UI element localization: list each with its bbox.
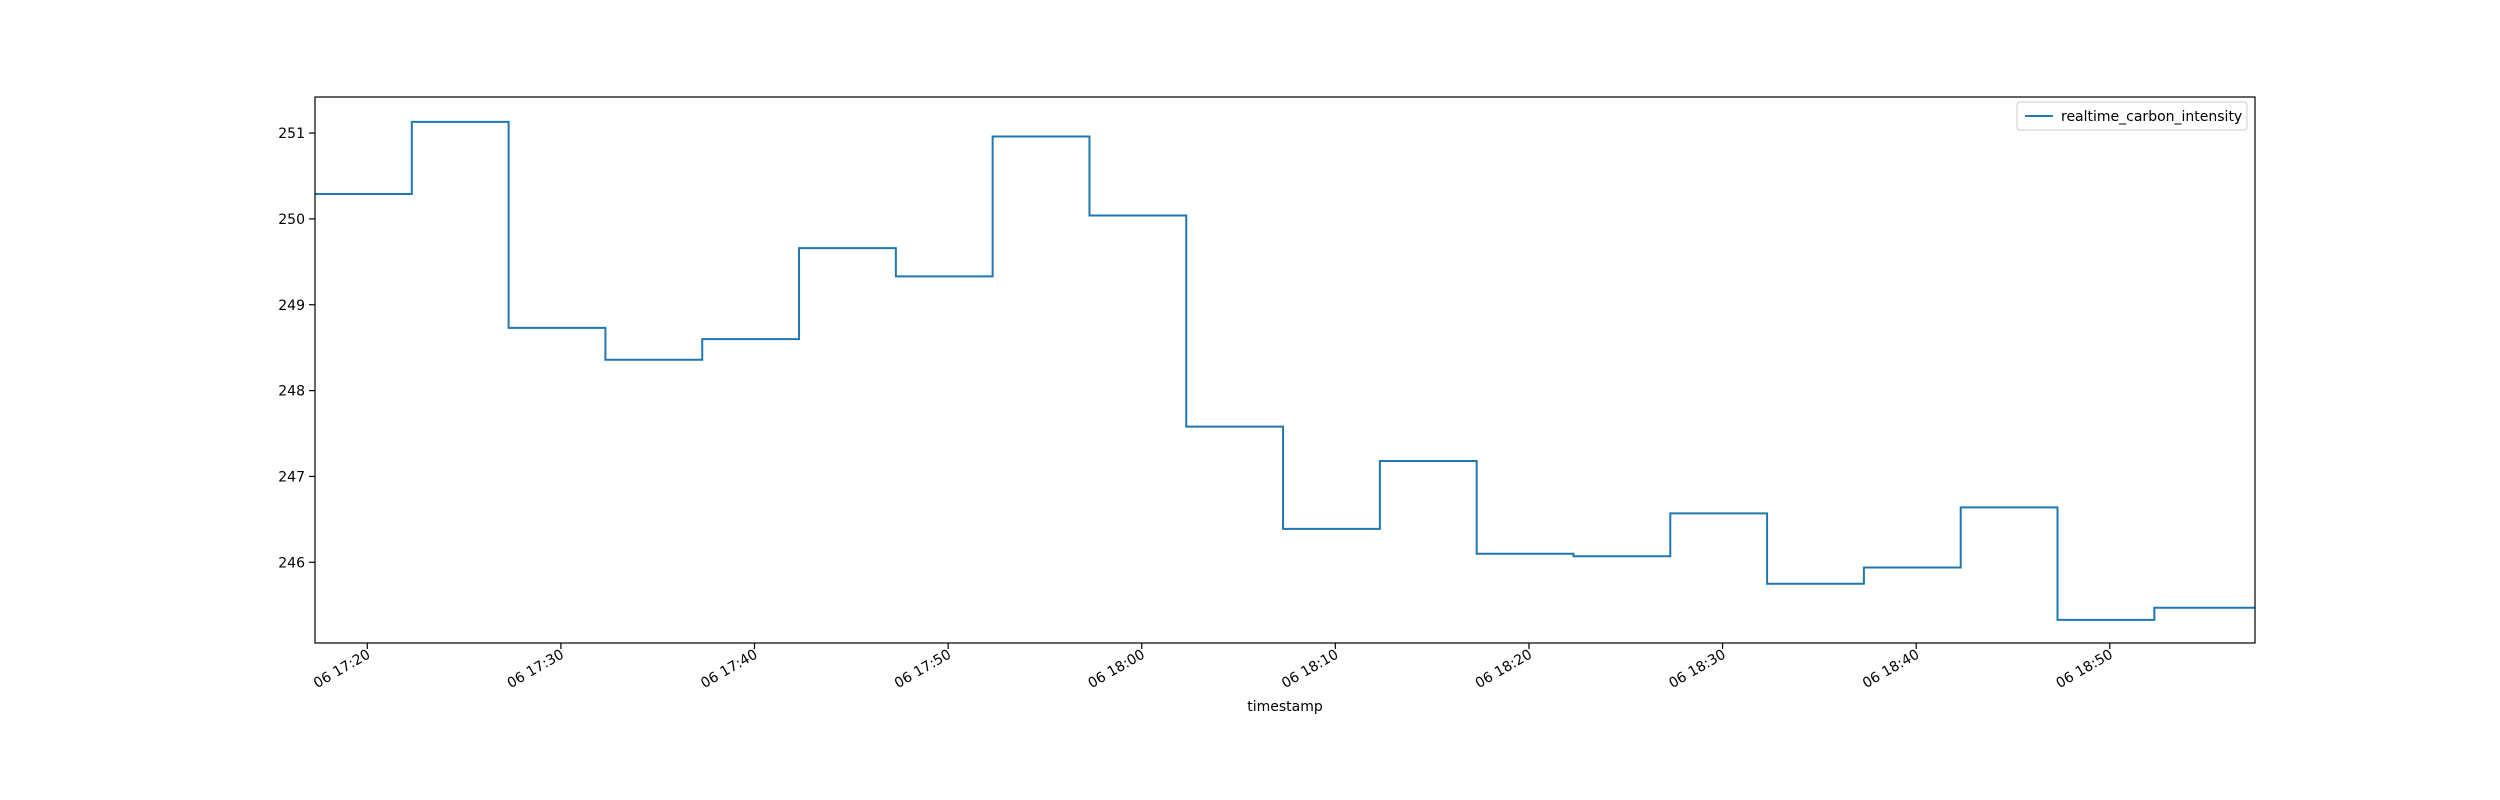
y-tick-label: 251 (278, 126, 305, 142)
legend-entry-label: realtime_carbon_intensity (2061, 109, 2242, 125)
legend: realtime_carbon_intensity (2016, 101, 2248, 131)
y-tick-label: 249 (278, 298, 305, 314)
y-tick-label: 247 (278, 469, 305, 485)
plot-frame (314, 96, 2256, 644)
y-tick-label: 248 (278, 384, 305, 400)
y-axis: 246 247 248 249 250 251 (278, 126, 315, 571)
y-tick-label: 250 (278, 212, 305, 228)
y-tick-label: 246 (278, 555, 305, 571)
x-axis-label: timestamp (1247, 699, 1323, 715)
legend-box (2016, 101, 2248, 131)
series-layer (315, 120, 2255, 621)
series-line-0 (315, 120, 2255, 621)
